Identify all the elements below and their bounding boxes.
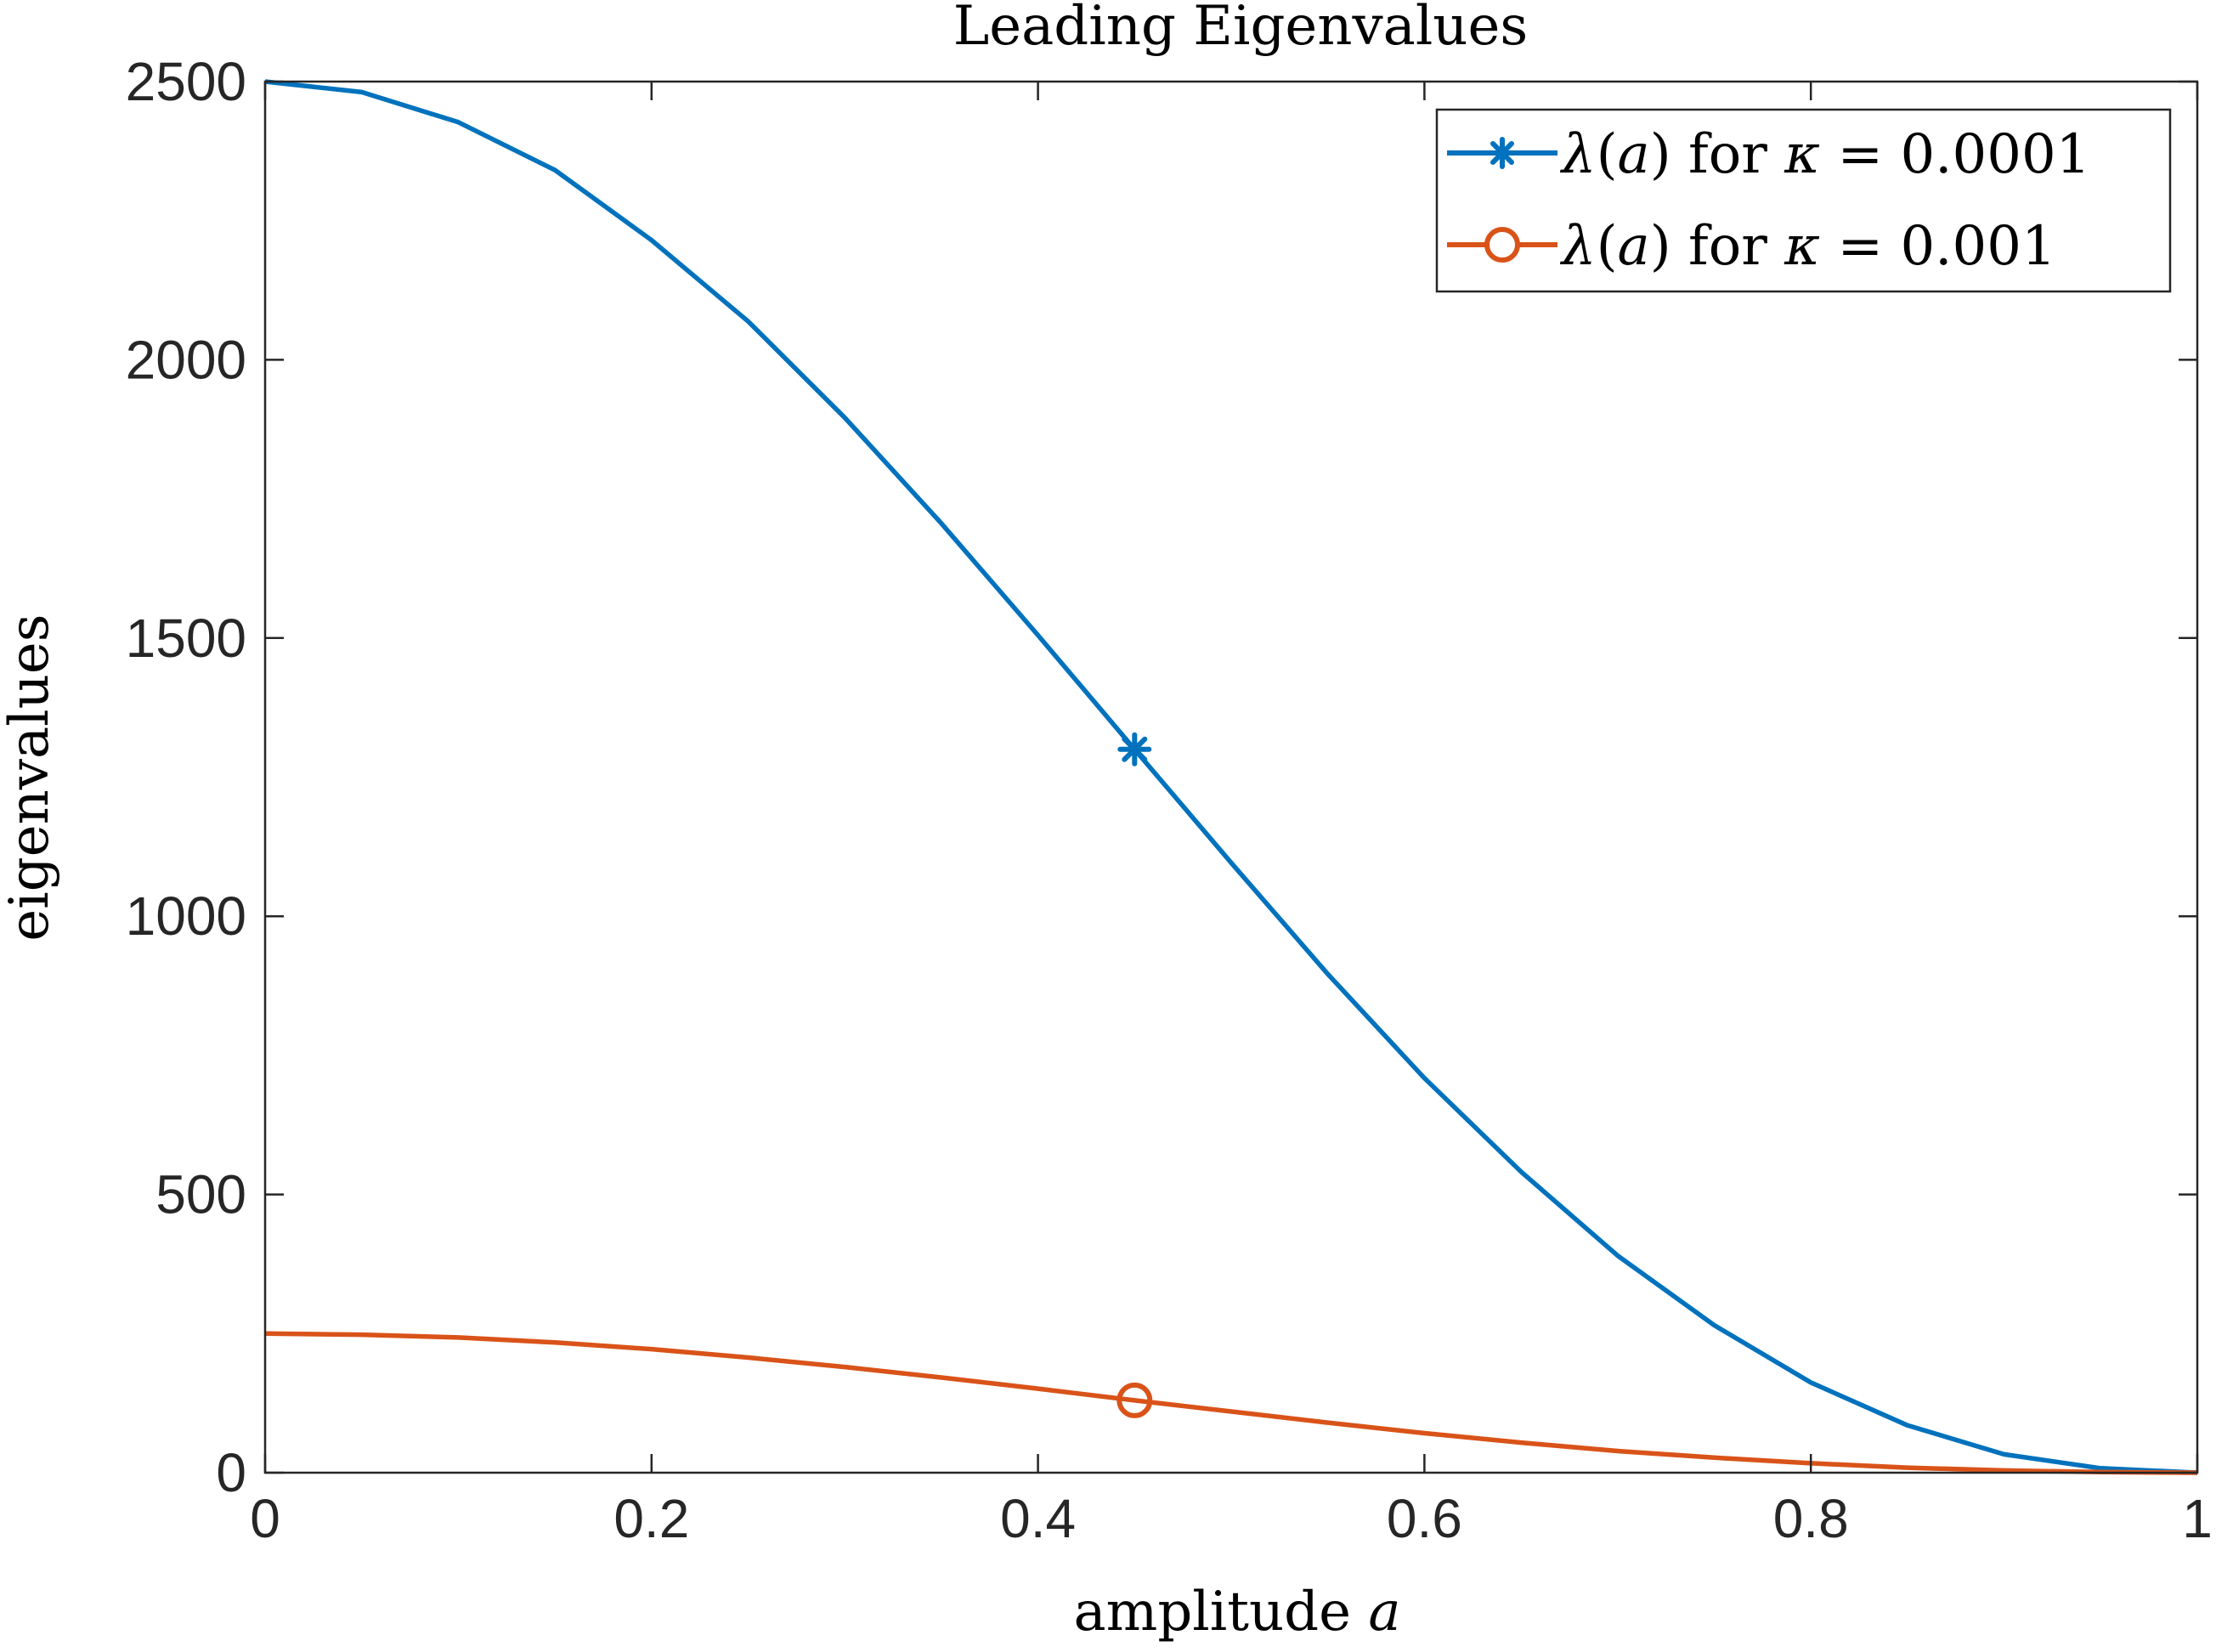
legend-label-series-1: λ(a) for κ = 0.0001	[1559, 123, 2090, 186]
axis-layer: 0 0.2 0.4 0.6 0.8 1 0 500 1000 1500 2000 2500	[126, 51, 2213, 1549]
legend-lambda-2: λ	[1559, 215, 1597, 278]
legend-value-2: 0.001	[1900, 215, 2055, 278]
legend-arg-2: a	[1618, 215, 1650, 278]
x-axis-label-text: amplitude	[1073, 1581, 1368, 1644]
legend-word-1: for	[1688, 123, 1767, 186]
chart-title: Leading Eigenvalues	[953, 0, 1528, 58]
y-axis-label: eigenvalues	[0, 614, 61, 941]
y-tick-label: 500	[155, 1164, 246, 1225]
legend-arg-1: a	[1618, 123, 1650, 186]
legend-kappa-1: κ	[1784, 123, 1820, 186]
x-axis-label-variable: a	[1368, 1581, 1400, 1644]
y-tick-label: 0	[216, 1442, 246, 1503]
series-line-1	[264, 79, 2198, 1475]
legend-marker-series-1	[1486, 137, 1518, 169]
y-tick-label: 1500	[126, 608, 246, 669]
series-layer	[264, 79, 2198, 1475]
x-tick-label: 0.4	[1000, 1488, 1076, 1549]
x-tick-label: 0.8	[1773, 1488, 1849, 1549]
legend-box	[1435, 108, 2172, 293]
y-tick-label: 2000	[126, 329, 246, 390]
series-marker-1	[1117, 732, 1152, 767]
legend-eq-2: =	[1837, 215, 1883, 278]
y-tick-label: 2500	[126, 51, 246, 112]
legend-value-1: 0.0001	[1900, 123, 2090, 186]
legend-marker-series-2	[1484, 227, 1520, 263]
series-line-2	[264, 1331, 2198, 1475]
x-tick-label: 0	[250, 1488, 280, 1549]
x-tick-label: 1	[2182, 1488, 2213, 1549]
legend: λ(a) for κ = 0.0001 λ(a) for κ = 0.001	[1435, 108, 2172, 293]
legend-label-series-2: λ(a) for κ = 0.001	[1559, 215, 2056, 278]
plot-area-frame	[263, 80, 2199, 1474]
x-axis-label: amplitude a	[1073, 1581, 1400, 1644]
series-marker-2	[1116, 1382, 1153, 1418]
x-tick-label: 0.2	[613, 1488, 689, 1549]
x-tick-label: 0.6	[1387, 1488, 1462, 1549]
legend-kappa-2: κ	[1784, 215, 1820, 278]
legend-lambda-1: λ	[1559, 123, 1597, 186]
y-tick-label: 1000	[126, 885, 246, 947]
legend-eq-1: =	[1837, 123, 1883, 186]
legend-word-2: for	[1688, 215, 1767, 278]
